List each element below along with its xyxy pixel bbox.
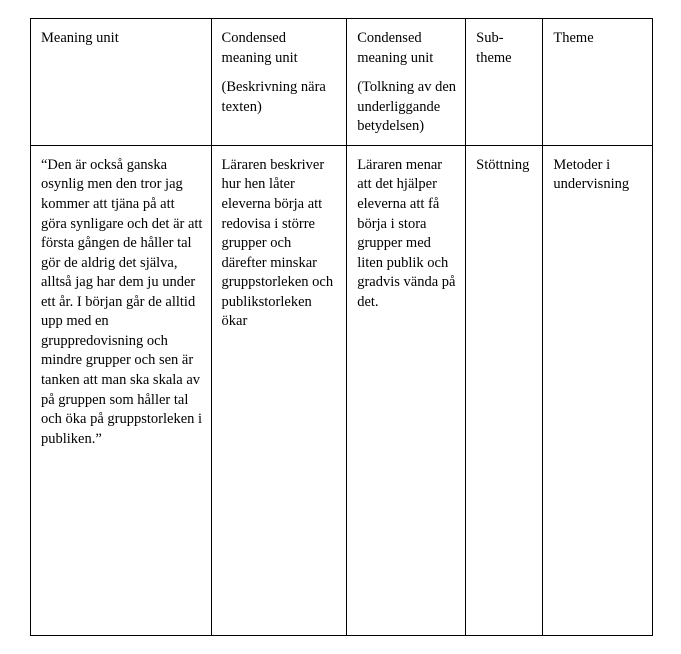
col-title: Condensed meaning unit [222,30,298,66]
col-title: Meaning unit [41,30,119,46]
col-header-sub-theme: Sub-theme [466,19,543,146]
table-header-row: Meaning unit Condensed meaning unit (Bes… [31,19,653,146]
col-title: Condensed meaning unit [357,30,433,66]
col-header-meaning-unit: Meaning unit [31,19,212,146]
analysis-table: Meaning unit Condensed meaning unit (Bes… [30,18,653,636]
cell-meaning-unit: “Den är också ganska osynlig men den tro… [31,145,212,635]
col-header-theme: Theme [543,19,653,146]
analysis-table-wrapper: Meaning unit Condensed meaning unit (Bes… [0,0,681,654]
col-subtitle: (Tolkning av den underliggande betydelse… [357,78,457,137]
col-header-condensed-1: Condensed meaning unit (Beskrivning nära… [211,19,347,146]
cell-sub-theme: Stöttning [466,145,543,635]
col-header-condensed-2: Condensed meaning unit (Tolkning av den … [347,19,466,146]
cell-theme: Metoder i undervisning [543,145,653,635]
col-title: Theme [553,30,593,46]
col-subtitle: (Beskrivning nära texten) [222,78,339,117]
cell-condensed-2: Läraren menar att det hjälper eleverna a… [347,145,466,635]
col-title: Sub-theme [476,30,511,66]
cell-condensed-1: Läraren beskriver hur hen låter eleverna… [211,145,347,635]
table-row: “Den är också ganska osynlig men den tro… [31,145,653,635]
